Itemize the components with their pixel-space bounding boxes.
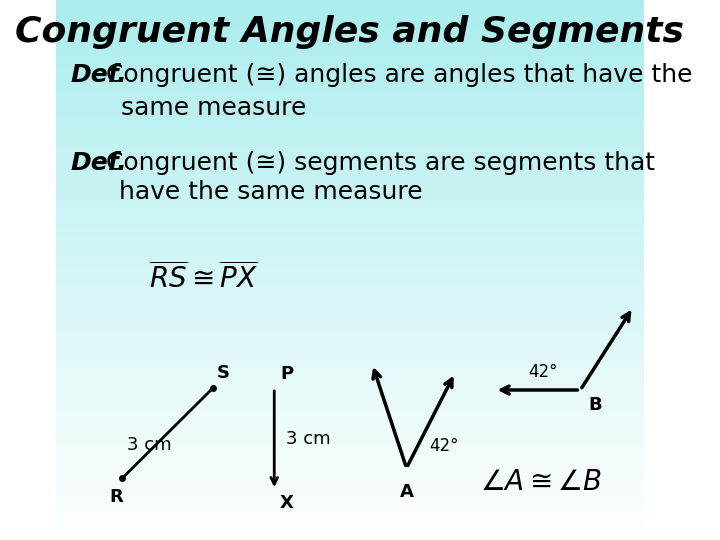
Text: 42°: 42° — [429, 437, 459, 455]
Text: P: P — [280, 365, 293, 383]
Text: B: B — [588, 396, 602, 414]
Text: 42°: 42° — [528, 363, 557, 381]
Text: 3 cm: 3 cm — [127, 436, 172, 454]
Text: A: A — [400, 483, 413, 501]
Text: $\angle A \cong \angle B$: $\angle A \cong \angle B$ — [480, 468, 602, 496]
Text: Congruent (≅) angles are angles that have the: Congruent (≅) angles are angles that hav… — [98, 63, 693, 87]
Text: have the same measure: have the same measure — [120, 180, 423, 204]
Text: Def.: Def. — [70, 63, 127, 87]
Text: $\overline{RS} \cong \overline{PX}$: $\overline{RS} \cong \overline{PX}$ — [149, 262, 258, 294]
Text: same measure: same measure — [121, 96, 306, 120]
Text: R: R — [109, 488, 123, 506]
Text: S: S — [216, 364, 229, 382]
Text: 3 cm: 3 cm — [286, 430, 330, 448]
Text: Congruent (≅) segments are segments that: Congruent (≅) segments are segments that — [98, 151, 655, 175]
Text: X: X — [280, 494, 294, 512]
Text: Def.: Def. — [70, 151, 127, 175]
Text: Congruent Angles and Segments: Congruent Angles and Segments — [15, 15, 684, 49]
